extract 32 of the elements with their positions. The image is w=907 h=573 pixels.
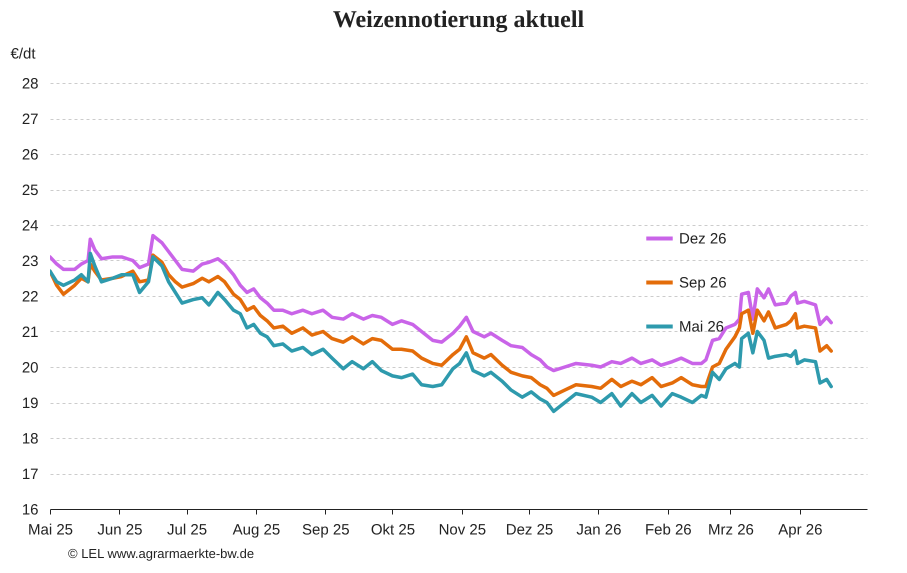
y-tick-label: 18 [22,430,38,448]
x-tick-label: Mai 25 [28,522,74,538]
x-tick-label: Feb 26 [644,522,692,538]
x-tick-label: Okt 25 [370,522,416,538]
y-tick-label: 19 [22,395,38,412]
x-tick-label: Jan 26 [576,522,622,538]
text: © LEL www.agrarmaerkte-bw.de [68,546,254,561]
x-tick-label: Jun 25 [97,522,142,538]
x-tick-label: Dez 25 [506,522,554,538]
y-tick-label: 21 [22,324,38,341]
y-tick-label: 22 [22,288,38,306]
chart-title: Weizennotierung aktuell [332,7,584,33]
x-tick-label: Mrz 26 [708,522,754,538]
legend-label: Sep 26 [679,274,727,292]
y-tick-label: 23 [22,253,38,270]
y-axis-title: €/dt [10,46,36,62]
y-tick-label: 17 [22,466,38,483]
x-tick-label: Nov 25 [438,522,486,538]
y-tick-label: 28 [22,76,38,92]
y-tick-label: 25 [22,182,38,199]
legend-label: Dez 26 [679,230,727,248]
y-tick-label: 16 [22,502,38,518]
y-tick-label: 27 [22,111,38,128]
legend-label: Mai 26 [679,318,724,336]
y-tick-label: 26 [22,146,38,164]
y-tick-label: 24 [22,218,38,234]
x-tick-label: Jul 25 [167,522,208,538]
x-tick-label: Aug 25 [232,522,280,538]
line-series [50,234,833,372]
x-tick-label: Apr 26 [778,522,822,538]
y-tick-label: 20 [22,360,38,376]
x-tick-label: Sep 25 [302,522,350,538]
